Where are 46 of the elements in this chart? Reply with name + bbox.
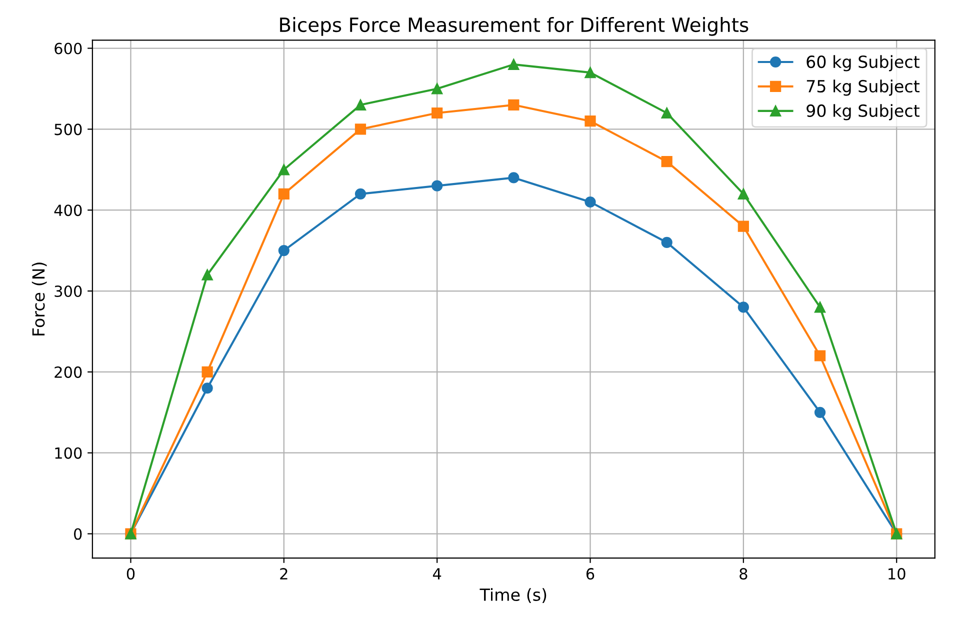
- y-tick-label: 300: [54, 285, 82, 298]
- x-tick-label: 6: [586, 568, 594, 580]
- point: [738, 220, 749, 232]
- x-tick-label: 10: [888, 568, 906, 580]
- y-tick-label: 200: [54, 366, 82, 378]
- point: [814, 350, 826, 362]
- y-tick-label: 500: [54, 124, 82, 136]
- chart-title: Biceps Force Measurement for Different Weights: [280, 17, 748, 36]
- point: [278, 245, 290, 256]
- point: [584, 196, 596, 208]
- point: [432, 83, 443, 94]
- point: [278, 164, 290, 176]
- legend-label: 60 kg Subject: [806, 55, 920, 72]
- y-tick-label: 400: [54, 204, 82, 216]
- point: [202, 366, 213, 378]
- point: [354, 99, 366, 110]
- point: [584, 66, 596, 78]
- x-tick-label: 0: [126, 568, 135, 580]
- y-tick-label: 100: [55, 447, 82, 459]
- point: [738, 188, 749, 200]
- y-tick-label: 0: [74, 528, 82, 540]
- point: [661, 156, 672, 168]
- point: [814, 406, 826, 418]
- point: [508, 58, 520, 70]
- legend-label: 75 kg Subject: [806, 80, 920, 96]
- point: [432, 180, 443, 192]
- legend-label: 90 kg Subject: [806, 104, 920, 120]
- point: [661, 236, 672, 248]
- point: [508, 172, 520, 184]
- x-tick-label: 4: [432, 568, 442, 580]
- point: [202, 382, 213, 394]
- x-tick-label: 2: [280, 568, 288, 580]
- point: [354, 188, 366, 200]
- point: [278, 188, 290, 200]
- point: [814, 302, 826, 313]
- point: [202, 269, 213, 280]
- point: [738, 302, 749, 313]
- point: [661, 107, 672, 119]
- point: [354, 124, 366, 135]
- y-axis-title: Force (N): [32, 262, 47, 336]
- point: [432, 107, 443, 119]
- point: [584, 116, 596, 127]
- y-tick-label: 600: [54, 42, 82, 54]
- x-tick-label: 8: [740, 568, 748, 580]
- point: [508, 99, 520, 110]
- x-axis-title: Time (s): [480, 588, 546, 603]
